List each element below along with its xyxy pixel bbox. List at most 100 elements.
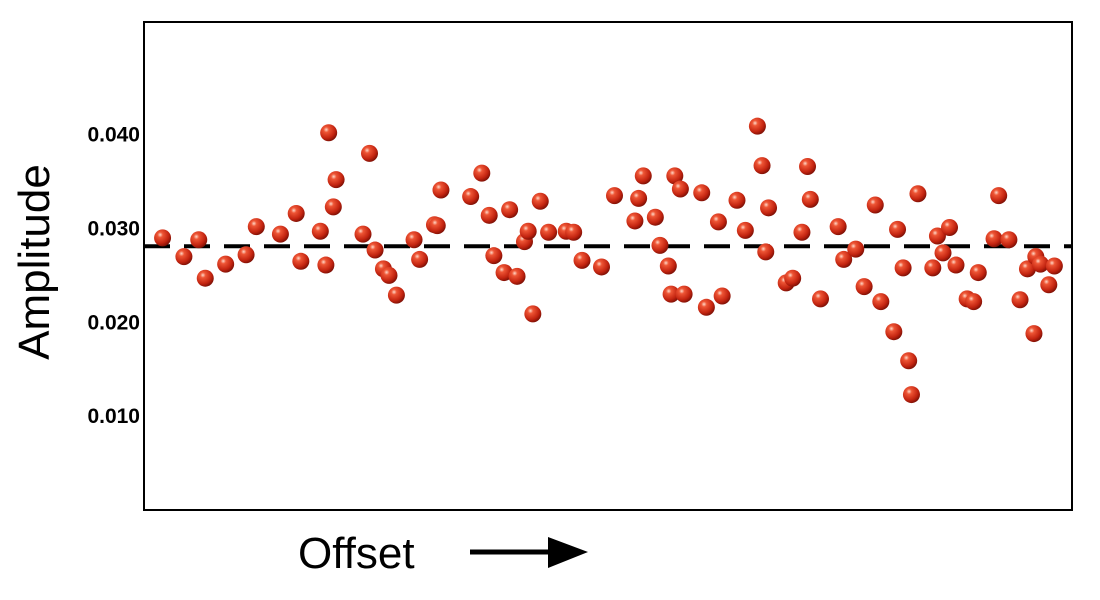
data-point bbox=[626, 212, 644, 230]
data-point bbox=[909, 185, 927, 203]
data-point bbox=[508, 267, 526, 285]
data-point bbox=[361, 144, 379, 162]
data-point bbox=[1045, 257, 1063, 275]
data-point bbox=[969, 264, 987, 282]
data-point bbox=[1040, 276, 1058, 294]
data-point bbox=[748, 117, 766, 135]
data-point bbox=[872, 293, 890, 311]
data-point bbox=[432, 181, 450, 199]
data-point bbox=[247, 218, 265, 236]
data-point bbox=[405, 231, 423, 249]
data-point bbox=[671, 180, 689, 198]
data-point bbox=[934, 244, 952, 262]
data-point bbox=[519, 222, 537, 240]
data-point bbox=[480, 206, 498, 224]
data-point bbox=[990, 187, 1008, 205]
data-point bbox=[866, 196, 884, 214]
data-point bbox=[565, 223, 583, 241]
data-point bbox=[1031, 255, 1049, 273]
y-axis-title: Amplitude bbox=[10, 164, 59, 360]
data-point bbox=[784, 269, 802, 287]
data-point bbox=[428, 217, 446, 235]
data-point bbox=[573, 251, 591, 269]
data-points bbox=[154, 117, 1063, 404]
data-point bbox=[411, 250, 429, 268]
data-point bbox=[380, 266, 398, 284]
data-point bbox=[190, 231, 208, 249]
data-point bbox=[1000, 231, 1018, 249]
x-axis-title: Offset bbox=[298, 529, 415, 578]
data-point bbox=[693, 184, 711, 202]
data-point bbox=[900, 352, 918, 370]
data-point bbox=[928, 227, 946, 245]
data-point bbox=[855, 278, 873, 296]
data-point bbox=[327, 171, 345, 189]
data-point bbox=[835, 250, 853, 268]
data-point bbox=[666, 167, 684, 185]
data-point bbox=[659, 257, 677, 275]
data-point bbox=[540, 223, 558, 241]
data-point bbox=[366, 241, 384, 259]
data-point bbox=[829, 218, 847, 236]
data-point bbox=[473, 164, 491, 182]
y-tick-label: 0.010 bbox=[87, 405, 140, 428]
data-point bbox=[237, 246, 255, 264]
data-point bbox=[924, 259, 942, 277]
data-point bbox=[630, 189, 648, 207]
data-point bbox=[634, 167, 652, 185]
data-point bbox=[462, 188, 480, 206]
data-point bbox=[675, 285, 693, 303]
data-point bbox=[271, 225, 289, 243]
data-point bbox=[728, 191, 746, 209]
data-point bbox=[287, 204, 305, 222]
x-axis-arrow-icon bbox=[470, 537, 588, 568]
data-point bbox=[320, 124, 338, 142]
data-point bbox=[531, 192, 549, 210]
data-point bbox=[985, 230, 1003, 248]
data-point bbox=[753, 157, 771, 175]
data-point bbox=[736, 221, 754, 239]
y-tick-label: 0.030 bbox=[87, 217, 140, 240]
data-point bbox=[801, 190, 819, 208]
y-tick-label: 0.040 bbox=[87, 124, 140, 147]
data-point bbox=[885, 323, 903, 341]
data-point bbox=[799, 158, 817, 176]
data-point bbox=[1011, 291, 1029, 309]
data-point bbox=[965, 293, 983, 311]
data-point bbox=[709, 213, 727, 231]
data-point bbox=[196, 269, 214, 287]
data-point bbox=[593, 258, 611, 276]
data-point bbox=[605, 187, 623, 205]
data-point bbox=[760, 199, 778, 217]
y-tick-labels: 0.010 0.020 0.030 0.040 bbox=[87, 124, 140, 429]
data-point bbox=[894, 259, 912, 277]
data-point bbox=[495, 264, 513, 282]
data-point bbox=[311, 222, 329, 240]
data-point bbox=[902, 386, 920, 404]
y-tick-label: 0.020 bbox=[87, 311, 140, 334]
data-point bbox=[793, 223, 811, 241]
data-point bbox=[324, 198, 342, 216]
data-point bbox=[217, 255, 235, 273]
data-point bbox=[651, 236, 669, 254]
data-point bbox=[387, 286, 405, 304]
data-point bbox=[154, 229, 172, 247]
data-point bbox=[485, 247, 503, 265]
data-point bbox=[889, 220, 907, 238]
data-point bbox=[662, 285, 680, 303]
data-point bbox=[354, 225, 372, 243]
data-point bbox=[812, 290, 830, 308]
data-point bbox=[317, 256, 335, 274]
data-point bbox=[947, 256, 965, 274]
data-point bbox=[941, 219, 959, 237]
data-point bbox=[524, 305, 542, 323]
data-point bbox=[713, 287, 731, 305]
data-point bbox=[697, 298, 715, 316]
data-point bbox=[847, 240, 865, 258]
data-point bbox=[1025, 325, 1043, 343]
data-point bbox=[757, 243, 775, 261]
data-point bbox=[501, 201, 519, 219]
data-point bbox=[1018, 260, 1036, 278]
data-point bbox=[646, 208, 664, 226]
